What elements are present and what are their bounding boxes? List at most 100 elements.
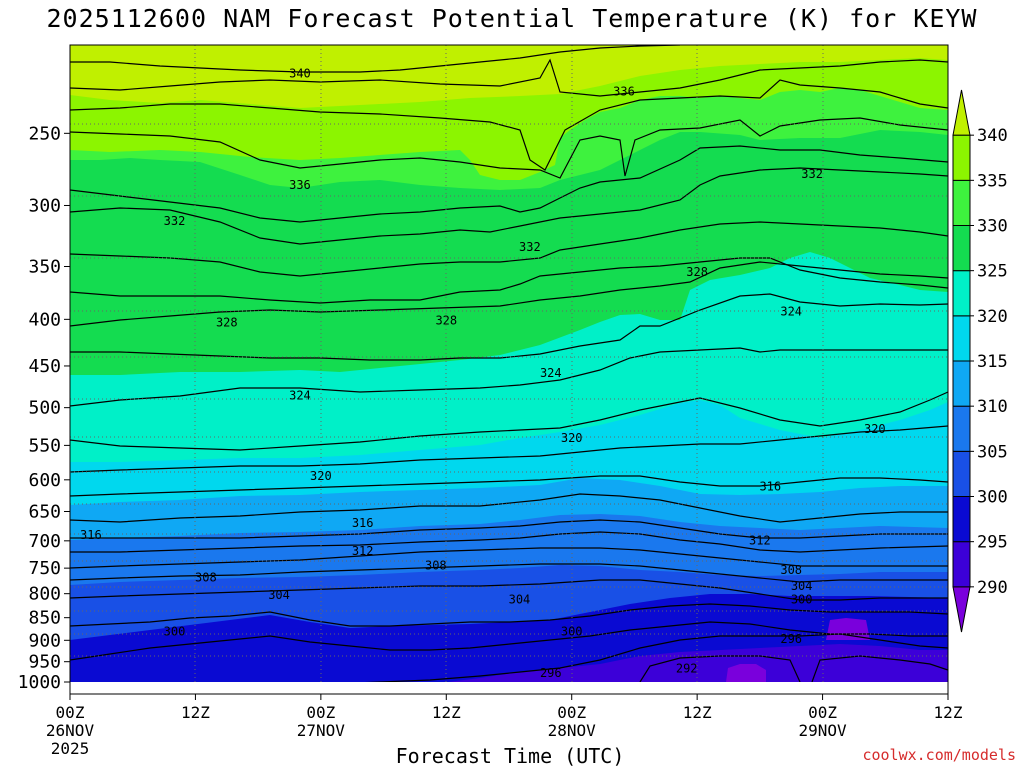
colorbar-swatch <box>952 360 971 407</box>
contour-label: 300 <box>561 624 583 638</box>
colorbar-label: 340 <box>977 126 1008 146</box>
contour-label: 304 <box>268 588 290 602</box>
y-tick-label: 500 <box>28 398 61 419</box>
contour-label: 336 <box>613 85 635 99</box>
contour-line <box>70 391 948 451</box>
contour-labels: 340 336 336 332 332 332 328 328 328 324 324 324 320 3… <box>80 67 886 680</box>
colorbar-label: 295 <box>977 533 1008 553</box>
colorbar-swatch <box>952 225 971 272</box>
y-tick-label: 900 <box>28 630 61 651</box>
contour-label: 300 <box>791 593 813 607</box>
contour-line <box>70 425 948 473</box>
contour-line <box>364 633 948 682</box>
y-axis: 2503003504004505005506006507007508008509… <box>18 123 70 693</box>
colorbar-swatch <box>952 134 971 181</box>
contour-label: 332 <box>164 214 186 228</box>
x-tick-label: 12Z <box>934 703 963 722</box>
contour-line <box>70 117 948 179</box>
contour-label: 336 <box>289 178 311 192</box>
x-tick-label: 00Z <box>306 703 335 722</box>
colorbar-label: 325 <box>977 262 1008 282</box>
contour-line <box>811 655 948 682</box>
credit-text: coolwx.com/models <box>862 746 1016 764</box>
contour-label: 332 <box>801 167 823 181</box>
band-below-290 <box>726 664 766 682</box>
contour-line <box>70 621 948 661</box>
x-tick-label: 29NOV <box>798 721 847 740</box>
contour-label: 308 <box>195 571 217 585</box>
contour-line <box>70 261 948 327</box>
contour-label: 328 <box>435 313 457 327</box>
contour-label: 304 <box>509 593 531 607</box>
y-tick-label: 850 <box>28 608 61 629</box>
colorbar-swatch <box>952 315 971 362</box>
colorbar-swatch <box>952 405 971 452</box>
contour-label: 324 <box>540 366 562 380</box>
y-tick-label: 400 <box>28 309 61 330</box>
contour-line <box>70 603 948 627</box>
x-tick-label: 26NOV <box>46 721 95 740</box>
colorbar-label: 320 <box>977 307 1008 327</box>
contour-label: 304 <box>791 579 813 593</box>
contour-line <box>70 563 948 583</box>
x-tick-label: 2025 <box>51 739 90 758</box>
colorbar-swatch <box>952 496 971 543</box>
ground-strip <box>70 682 948 694</box>
colorbar-swatch <box>952 586 971 633</box>
contour-label: 296 <box>780 632 802 646</box>
colorbar-label: 330 <box>977 217 1008 237</box>
contour-line <box>70 257 948 304</box>
contour-label: 296 <box>540 666 562 680</box>
contour-label: 308 <box>780 563 802 577</box>
contour-line <box>70 493 948 523</box>
y-tick-label: 1000 <box>18 672 61 693</box>
contour-line <box>70 221 948 277</box>
colorbar: 290 295 300 305 310 315 320 325 330 335 340 <box>952 89 1008 633</box>
contour-line <box>70 45 681 73</box>
x-tick-label: 00Z <box>56 703 85 722</box>
y-tick-label: 350 <box>28 256 61 277</box>
y-tick-label: 300 <box>28 195 61 216</box>
colorbar-swatch <box>952 450 971 498</box>
contour-line <box>70 145 948 223</box>
colorbar-label: 300 <box>977 488 1008 508</box>
x-tick-label: 28NOV <box>548 721 597 740</box>
contour-label: 312 <box>352 544 374 558</box>
contour-line <box>70 475 948 497</box>
x-axis-title: Forecast Time (UTC) <box>395 744 625 768</box>
y-tick-label: 950 <box>28 652 61 673</box>
contour-label: 340 <box>289 67 311 81</box>
colorbar-swatch <box>952 270 971 317</box>
contour-label: 324 <box>289 389 311 403</box>
colorbar-label: 305 <box>977 442 1008 462</box>
contour-label: 292 <box>676 662 698 676</box>
y-tick-label: 250 <box>28 123 61 144</box>
contour-line <box>70 293 948 361</box>
contour-line <box>70 579 948 601</box>
contour-label: 308 <box>425 558 447 572</box>
colorbar-swatch <box>952 89 971 136</box>
contour-line <box>70 519 948 539</box>
contour-line <box>639 655 801 682</box>
plot-frame <box>69 44 949 695</box>
contour-line <box>70 167 948 245</box>
y-tick-label: 750 <box>28 558 61 579</box>
x-tick-label: 12Z <box>181 703 210 722</box>
x-tick-label: 12Z <box>683 703 712 722</box>
contour-lines <box>70 45 948 682</box>
x-tick-label: 12Z <box>432 703 461 722</box>
colorbar-label: 315 <box>977 352 1008 372</box>
y-tick-label: 550 <box>28 435 61 456</box>
y-tick-label: 800 <box>28 584 61 605</box>
contour-label: 316 <box>80 528 102 542</box>
contour-label: 312 <box>749 533 771 547</box>
colorbar-label: 310 <box>977 397 1008 417</box>
contour-line <box>70 79 948 171</box>
contour-label: 316 <box>352 516 374 530</box>
contour-label: 320 <box>310 469 332 483</box>
contour-label: 328 <box>216 315 238 329</box>
x-tick-label: 00Z <box>808 703 837 722</box>
x-tick-label: 00Z <box>557 703 586 722</box>
colorbar-swatch <box>952 541 971 588</box>
contour-line <box>70 347 948 407</box>
